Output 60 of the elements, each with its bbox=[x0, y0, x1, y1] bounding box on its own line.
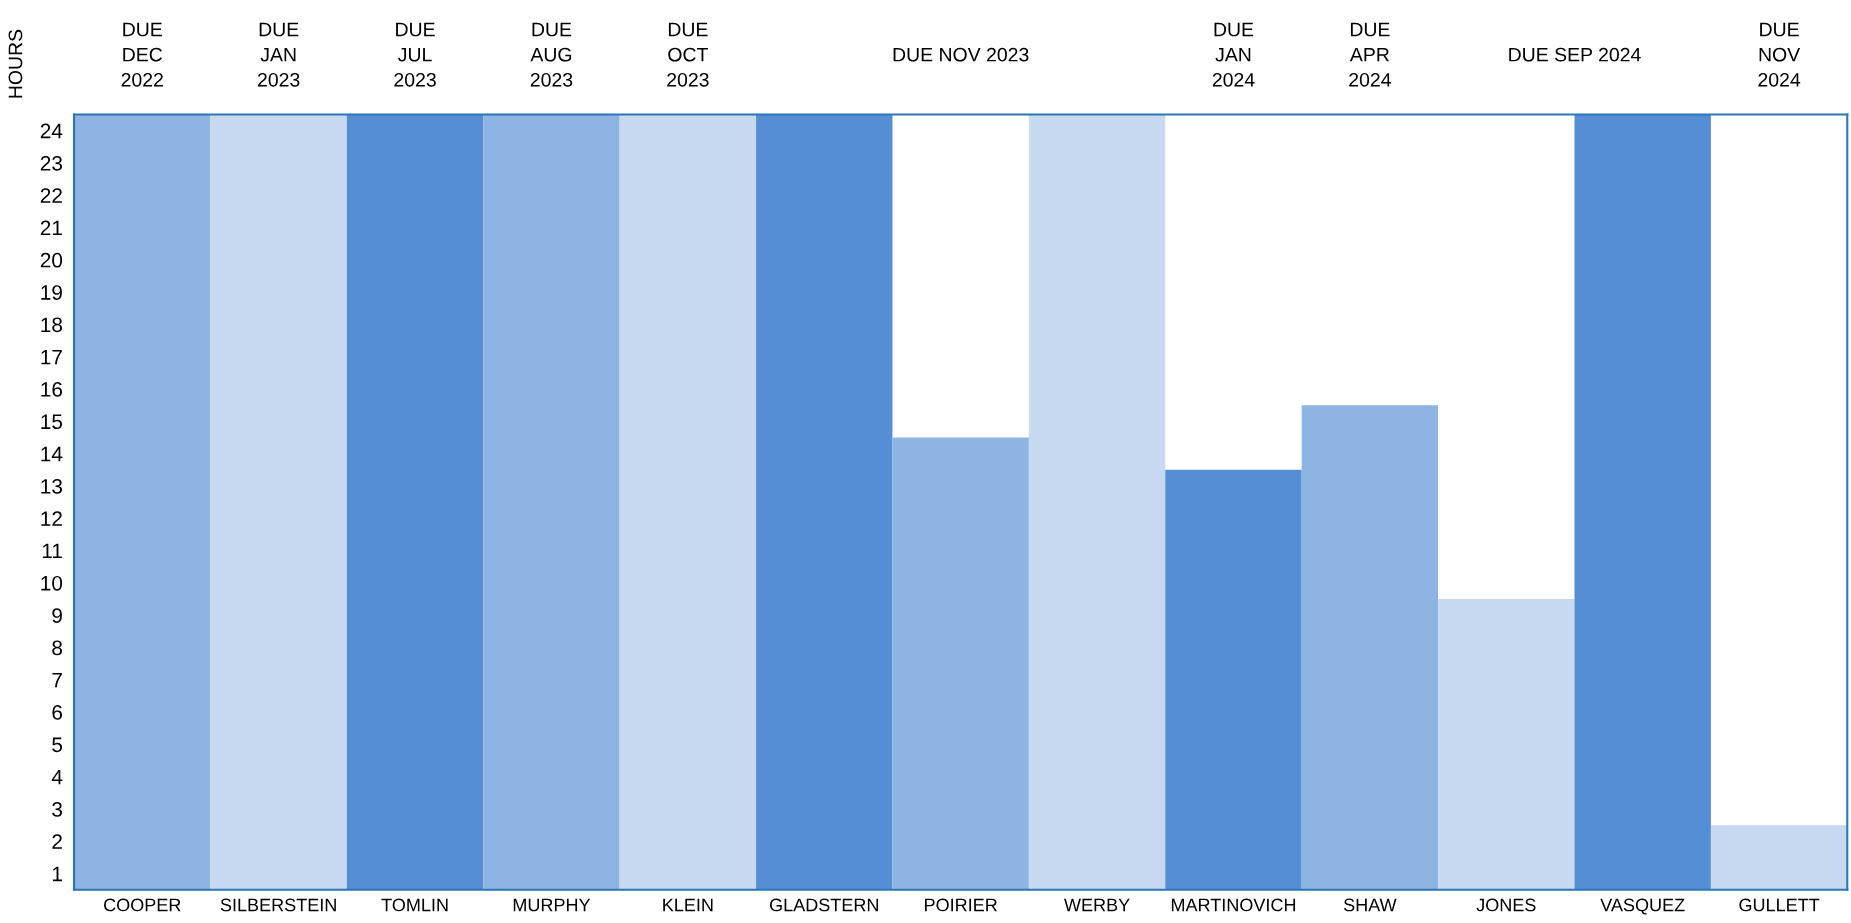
y-tick-label: 18 bbox=[41, 317, 63, 333]
bar bbox=[1438, 599, 1575, 890]
x-tick-label: COOPER bbox=[104, 898, 181, 912]
y-tick-label: 14 bbox=[41, 446, 63, 462]
bar bbox=[1710, 825, 1848, 890]
x-tick-label: WERBY bbox=[1064, 898, 1130, 912]
x-tick-label: VASQUEZ bbox=[1600, 898, 1685, 915]
bar bbox=[1574, 114, 1711, 890]
y-tick-label: 10 bbox=[41, 575, 63, 591]
y-tick-label: 1 bbox=[52, 866, 62, 882]
bar bbox=[619, 114, 757, 890]
x-tick-label: KLEIN bbox=[663, 898, 713, 912]
y-tick-label: 17 bbox=[41, 349, 62, 365]
x-tick-label: SHAW bbox=[1343, 898, 1397, 912]
y-tick-label: 16 bbox=[41, 382, 63, 397]
bar bbox=[1301, 405, 1439, 890]
y-tick-label: 8 bbox=[52, 640, 63, 656]
text: DUE JAN 2023 bbox=[258, 22, 300, 87]
y-tick-label: 2 bbox=[52, 834, 62, 849]
y-tick-label: 12 bbox=[41, 511, 62, 526]
bar bbox=[1165, 469, 1302, 890]
y-tick-label: 20 bbox=[40, 252, 63, 268]
text: DUE SEP 2024 bbox=[1509, 47, 1641, 62]
x-tick-label: TOMLIN bbox=[381, 898, 448, 912]
text: DUE APR 2024 bbox=[1349, 22, 1391, 87]
bar bbox=[210, 114, 347, 890]
x-tick-label: JONES bbox=[1476, 898, 1536, 912]
y-tick-label: 4 bbox=[51, 769, 63, 785]
x-tick-label: POIRIER bbox=[925, 898, 997, 912]
bar bbox=[892, 437, 1029, 890]
y-tick-label: 24 bbox=[40, 123, 63, 139]
y-tick-label: 23 bbox=[40, 155, 63, 171]
y-tick-label: 21 bbox=[40, 220, 62, 236]
text: DUE AUG 2023 bbox=[530, 22, 573, 87]
y-tick-label: 5 bbox=[52, 737, 63, 753]
y-tick-label: 13 bbox=[41, 478, 63, 494]
text: DUE JUL 2023 bbox=[394, 22, 436, 87]
y-tick-label: 22 bbox=[40, 188, 62, 203]
y-tick-label: 6 bbox=[52, 705, 63, 720]
bar bbox=[756, 114, 893, 890]
text: DUE JAN 2024 bbox=[1212, 22, 1255, 87]
y-tick-label: 19 bbox=[41, 285, 62, 300]
x-tick-label: MURPHY bbox=[513, 898, 591, 912]
y-tick-label: 15 bbox=[41, 414, 63, 430]
text: DUE NOV 2024 bbox=[1758, 22, 1801, 87]
x-tick-label: SILBERSTEIN bbox=[220, 898, 336, 912]
y-tick-label: 11 bbox=[42, 543, 62, 559]
x-tick-label: MARTINOVICH bbox=[1171, 898, 1296, 912]
y-tick-label: 7 bbox=[52, 673, 62, 688]
y-axis-title: HOURS bbox=[8, 29, 23, 98]
bar bbox=[346, 114, 484, 890]
x-tick-label: GULLETT bbox=[1739, 898, 1820, 912]
text: DUE NOV 2023 bbox=[893, 47, 1029, 62]
text: DUE OCT 2023 bbox=[667, 22, 709, 87]
x-tick-label: GLADSTERN bbox=[769, 898, 878, 912]
y-tick-label: 3 bbox=[52, 802, 63, 817]
y-tick-label: 9 bbox=[52, 608, 62, 623]
bar bbox=[1028, 114, 1166, 890]
bar bbox=[483, 114, 620, 890]
text: DUE DEC 2022 bbox=[121, 22, 163, 87]
